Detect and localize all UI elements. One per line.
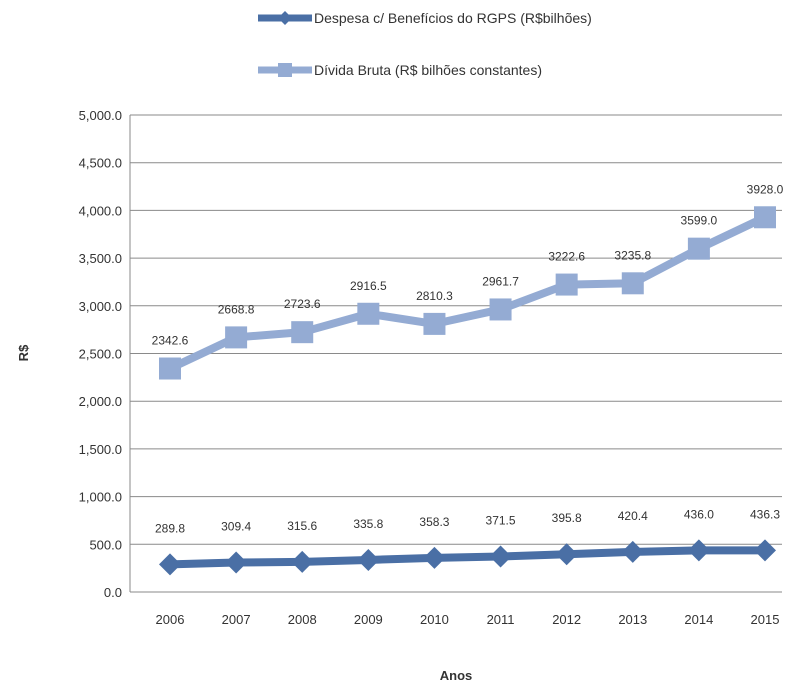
data-point-marker	[357, 548, 380, 571]
legend-swatch-marker	[278, 11, 292, 25]
data-point-marker	[555, 273, 578, 296]
data-label: 436.3	[750, 507, 780, 521]
x-tick-label: 2007	[222, 612, 251, 627]
data-label: 2723.6	[284, 297, 321, 311]
x-tick-label: 2006	[156, 612, 185, 627]
x-tick-label: 2015	[751, 612, 780, 627]
data-point-marker	[754, 206, 776, 229]
data-point-marker	[621, 272, 644, 295]
y-tick-label: 0.0	[104, 585, 122, 600]
data-label: 2810.3	[416, 289, 453, 303]
data-labels: 289.8 309.4 315.6 335.8 358.3 371.5 395.8 420.4…	[152, 182, 784, 535]
y-tick-label: 2,500.0	[79, 347, 122, 362]
data-point-marker	[423, 546, 446, 569]
data-label: 3235.8	[614, 248, 651, 262]
data-label: 335.8	[353, 517, 383, 531]
x-tick-label: 2013	[618, 612, 647, 627]
x-tick-label: 2011	[487, 612, 515, 627]
series-line-1	[168, 213, 767, 373]
data-label: 420.4	[618, 509, 648, 523]
data-point-marker	[621, 540, 644, 563]
data-label: 3928.0	[747, 182, 784, 196]
y-axis-title: R$	[16, 344, 31, 361]
data-point-marker	[291, 550, 314, 573]
data-point-marker	[423, 312, 446, 335]
data-point-marker	[687, 539, 710, 562]
data-label: 2668.8	[218, 302, 255, 316]
data-point-marker	[489, 545, 512, 568]
data-label: 3599.0	[681, 214, 718, 228]
y-tick-label: 4,500.0	[79, 156, 122, 171]
data-label: 309.4	[221, 519, 251, 533]
legend-swatch-marker	[278, 63, 292, 77]
y-tick-label: 1,500.0	[79, 442, 122, 457]
data-point-marker	[754, 539, 776, 562]
legend: Despesa c/ Benefícios do RGPS (R$bilhões…	[258, 10, 592, 78]
series-line-0	[169, 546, 766, 569]
y-tick-label: 2,000.0	[79, 394, 122, 409]
y-tick-label: 4,000.0	[79, 203, 122, 218]
legend-entry: Dívida Bruta (R$ bilhões constantes)	[314, 62, 542, 78]
data-point-marker	[357, 302, 380, 325]
data-label: 289.8	[155, 521, 185, 535]
x-tick-label: 2009	[354, 612, 383, 627]
data-label: 371.5	[486, 514, 516, 528]
x-tick-label: 2008	[288, 612, 317, 627]
data-label: 358.3	[419, 515, 449, 529]
data-point-marker	[159, 357, 181, 380]
data-point-marker	[225, 326, 248, 349]
y-tick-label: 1,000.0	[79, 490, 122, 505]
data-label: 436.0	[684, 507, 714, 521]
x-tick-label: 2014	[684, 612, 713, 627]
y-tick-label: 500.0	[89, 537, 122, 552]
x-tick-label: 2010	[420, 612, 449, 627]
x-tick-label: 2012	[552, 612, 581, 627]
y-tick-label: 3,000.0	[79, 299, 122, 314]
y-axis-ticks: 0.0 500.0 1,000.0 1,500.0 2,000.0 2,500.0 3,00…	[79, 108, 122, 600]
data-point-marker	[489, 298, 512, 321]
data-point-marker	[291, 321, 314, 344]
data-point-marker	[555, 543, 578, 566]
data-label: 3222.6	[548, 250, 585, 264]
y-tick-label: 5,000.0	[79, 108, 122, 123]
x-axis-ticks: 2006 2007 2008 2009 2010 2011 2012 2013 2014 2015	[156, 612, 780, 627]
data-label: 2342.6	[152, 334, 189, 348]
data-label: 395.8	[552, 511, 582, 525]
data-label: 315.6	[287, 519, 317, 533]
x-axis-title: Anos	[440, 668, 473, 683]
data-label: 2916.5	[350, 279, 387, 293]
data-point-marker	[225, 551, 248, 574]
legend-entry: Despesa c/ Benefícios do RGPS (R$bilhões…	[314, 10, 592, 26]
data-label: 2961.7	[482, 274, 519, 288]
series-lines	[159, 206, 776, 576]
gridlines	[129, 114, 782, 593]
y-tick-label: 3,500.0	[79, 251, 122, 266]
data-point-marker	[687, 237, 710, 260]
data-point-marker	[159, 553, 181, 576]
